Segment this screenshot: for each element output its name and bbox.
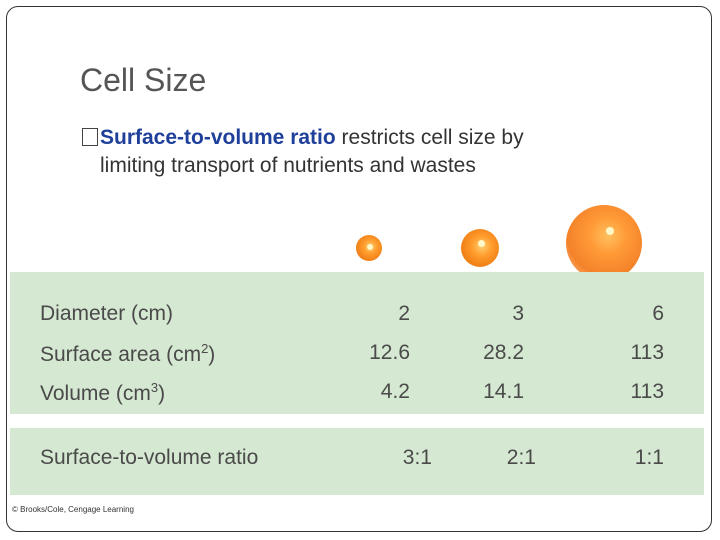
- sphere-highlight: [606, 227, 614, 235]
- slide-title: Cell Size: [80, 62, 207, 98]
- row-label: Volume (cm3): [40, 380, 166, 405]
- value-cell: 1:1: [634, 446, 664, 469]
- measurements-panel: [10, 272, 704, 414]
- table-row-volume: Volume (cm3) 4.2 14.1 113: [40, 380, 680, 410]
- table-row-diameter: Diameter (cm) 2 3 6: [40, 302, 680, 332]
- value-cell: 12.6: [369, 341, 410, 364]
- cell-sphere-large: [566, 205, 642, 281]
- image-credit: © Brooks/Cole, Cengage Learning: [12, 505, 134, 514]
- value-cell: 3: [512, 302, 524, 325]
- row-label: Diameter (cm): [40, 302, 174, 325]
- bullet-term: Surface-to-volume ratio: [100, 126, 336, 149]
- value-cell: 6: [652, 302, 664, 325]
- ratio-panel: [10, 428, 704, 495]
- value-cell: 2:1: [506, 446, 536, 469]
- cell-sphere-medium: [461, 229, 499, 267]
- value-cell: 14.1: [483, 380, 524, 403]
- value-cell: 113: [630, 341, 664, 364]
- bullet-marker-icon: [82, 128, 98, 146]
- value-cell: 2: [398, 302, 410, 325]
- bullet-text-line2: limiting transport of nutrients and wast…: [100, 154, 476, 177]
- sphere-highlight: [367, 244, 373, 250]
- table-row-surface-area: Surface area (cm2) 12.6 28.2 113: [40, 341, 680, 371]
- value-cell: 3:1: [402, 446, 432, 469]
- value-cell: 28.2: [483, 341, 524, 364]
- bullet-text-line1: restricts cell size by: [335, 126, 524, 149]
- row-label: Surface area (cm2): [40, 341, 216, 366]
- value-cell: 113: [630, 380, 664, 403]
- row-label: Surface-to-volume ratio: [40, 446, 259, 469]
- value-cell: 4.2: [380, 380, 410, 403]
- sphere-highlight: [478, 240, 485, 247]
- bullet-point: Surface-to-volume ratio restricts cell s…: [82, 124, 662, 180]
- table-row-ratio: Surface-to-volume ratio 3:1 2:1 1:1: [40, 446, 680, 476]
- cell-sphere-small: [356, 235, 382, 261]
